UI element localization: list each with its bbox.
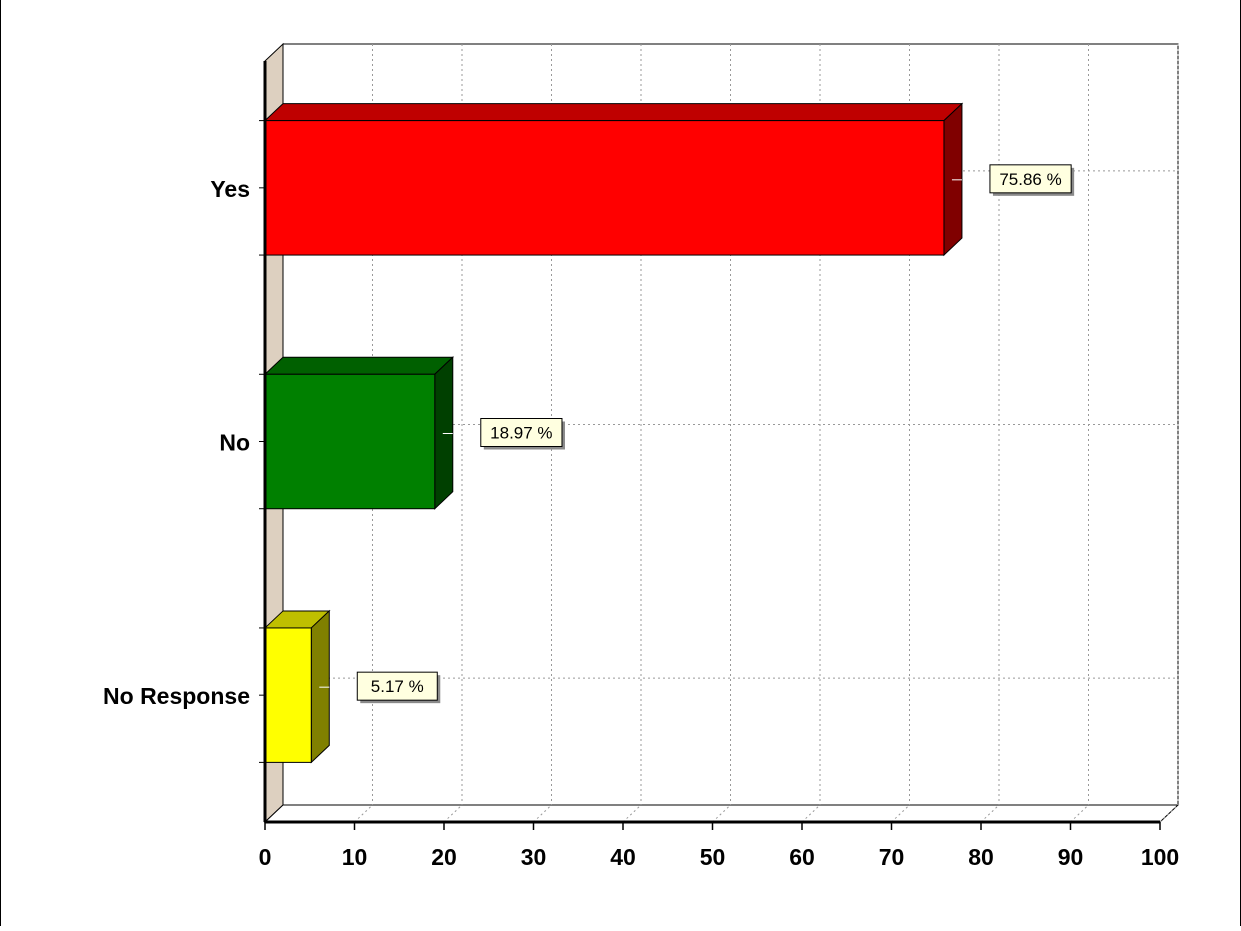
- value-label-box: [480, 418, 563, 447]
- bar-top: [263, 103, 964, 122]
- x-tick-label: 10: [342, 844, 368, 870]
- category-label: No Response: [103, 683, 250, 709]
- x-tick-label: 40: [610, 844, 636, 870]
- floor: [263, 804, 1180, 823]
- value-label-box: [356, 671, 438, 701]
- grid-line-floor: [712, 804, 731, 823]
- grid-line-floor: [1070, 804, 1089, 823]
- value-label: 18.97 %: [490, 424, 552, 443]
- bar-side: [310, 609, 330, 764]
- value-label-box: [989, 164, 1072, 194]
- bar-top: [263, 356, 455, 375]
- x-tick-label: 0: [259, 844, 272, 870]
- value-label: 5.17 %: [371, 677, 424, 696]
- grid-line-floor: [622, 804, 642, 823]
- value-label: 75.86 %: [999, 170, 1061, 189]
- x-tick-label: 100: [1141, 844, 1179, 870]
- grid-line-floor: [533, 804, 552, 823]
- category-label: Yes: [210, 176, 250, 202]
- grid-line-floor: [443, 804, 463, 823]
- grid-line-floor: [891, 804, 910, 823]
- grid-line-floor: [980, 804, 1000, 823]
- x-tick-label: 60: [789, 844, 815, 870]
- bar: [264, 627, 312, 763]
- bar: [264, 120, 945, 256]
- grid-line-floor: [1159, 804, 1179, 823]
- x-tick-label: 80: [968, 844, 994, 870]
- x-tick-label: 90: [1058, 844, 1084, 870]
- x-tick-label: 50: [700, 844, 726, 870]
- category-label: No: [219, 430, 250, 456]
- grid-line-floor: [801, 804, 821, 823]
- x-tick-label: 20: [431, 844, 457, 870]
- grid-line-floor: [354, 804, 373, 823]
- x-tick-label: 70: [879, 844, 905, 870]
- x-tick-label: 30: [521, 844, 547, 870]
- bar: [264, 373, 436, 510]
